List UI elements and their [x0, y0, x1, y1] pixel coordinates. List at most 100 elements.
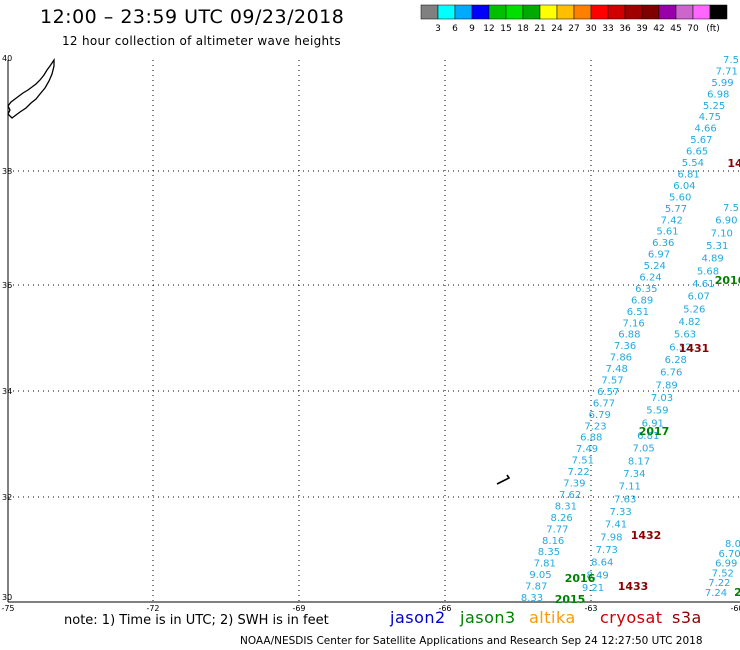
wave-height-value: 7.52: [712, 568, 734, 579]
wave-height-value: 6.57: [597, 387, 619, 398]
wave-height-value: 7.34: [623, 469, 645, 480]
wave-height-value: 7.11: [619, 482, 641, 493]
pass-label: 14: [727, 157, 740, 170]
pass-label: 2: [734, 586, 740, 599]
wave-height-value: 7.03: [651, 393, 673, 404]
longitude-tick-label: -72: [146, 604, 159, 613]
wave-height-value: 7.51: [572, 456, 594, 467]
wave-height-value: 6.81: [637, 431, 659, 442]
wave-height-value: 5.25: [703, 101, 725, 112]
wave-height-value: 7.24: [705, 588, 727, 599]
coastline: [7, 57, 55, 119]
wave-height-value: 7.62: [559, 490, 581, 501]
wave-height-value: 6.35: [635, 284, 657, 295]
wave-height-value: 5.24: [644, 261, 666, 272]
longitude-tick-label: -75: [1, 604, 14, 613]
wave-height-value: 9.05: [529, 570, 551, 581]
wave-height-value: 6.81: [678, 169, 700, 180]
wave-height-value: 6.79: [589, 410, 611, 421]
wave-height-value: 8.16: [542, 536, 564, 547]
wave-height-value: 7.22: [708, 578, 730, 589]
wave-height-value: 5.68: [697, 266, 719, 277]
wave-height-value: 9.21: [582, 583, 604, 594]
wave-height-value: 6.97: [648, 250, 670, 261]
wave-height-value: 7.63: [614, 494, 636, 505]
longitude-tick-label: -63: [584, 604, 597, 613]
credit-line: NOAA/NESDIS Center for Satellite Applica…: [240, 635, 703, 647]
wave-height-value: 6.70: [718, 549, 740, 560]
wave-height-value: 6.51: [627, 307, 649, 318]
legend-tick-label: 30: [585, 24, 597, 34]
wave-height-value: 8.17: [628, 456, 650, 467]
wave-height-value: 7.5: [723, 203, 739, 214]
legend-tick-label: 15: [500, 24, 511, 34]
wave-height-value: 4.66: [694, 124, 716, 135]
latitude-tick-label: 34: [2, 387, 12, 396]
wave-height-value: 7.39: [563, 479, 585, 490]
latitude-tick-label: 40: [2, 54, 12, 63]
wave-height-value: 5.59: [646, 406, 668, 417]
wave-height-value: 8.0: [725, 539, 740, 550]
wave-height-value: 7.57: [601, 376, 623, 387]
legend-unit: (ft): [706, 24, 720, 34]
legend-tick-label: 42: [653, 24, 664, 34]
wave-height-value: 5.63: [674, 330, 696, 341]
mission-name-altika: altika: [529, 608, 576, 627]
wave-height-value: 7.73: [596, 545, 618, 556]
longitude-tick-label: -69: [292, 604, 305, 613]
wave-height-value: 8.26: [551, 513, 573, 524]
wave-height-value: 7.71: [716, 66, 738, 77]
pass-label: 1431: [679, 342, 710, 355]
latitude-tick-label: 30: [2, 593, 12, 602]
wave-height-value: 5.67: [690, 135, 712, 146]
legend-tick-label: 21: [534, 24, 545, 34]
latitude-tick-label: 38: [2, 167, 12, 176]
wave-height-value: 4.82: [678, 317, 700, 328]
wave-height-value: 8.33: [521, 593, 543, 604]
wave-height-value: 6.07: [688, 292, 710, 303]
latitude-tick-label: 36: [2, 281, 12, 290]
longitude-tick-label: -66: [438, 604, 451, 613]
map-subtitle: 12 hour collection of altimeter wave hei…: [62, 34, 341, 48]
wave-height-value: 6.90: [715, 216, 737, 227]
wave-height-value: 6.88: [580, 433, 602, 444]
wave-height-value: 8.31: [555, 501, 577, 512]
wave-height-value: 8.49: [586, 570, 608, 581]
mission-name-cryosat: cryosat: [600, 608, 663, 627]
wave-height-value: 7.48: [606, 364, 628, 375]
mission-name-jason2: jason2: [390, 608, 446, 627]
wave-height-value: 7.42: [661, 215, 683, 226]
wave-height-value: 7.81: [534, 559, 556, 570]
legend-tick-label: 18: [517, 24, 529, 34]
wave-height-value: 5.77: [665, 204, 687, 215]
legend-tick-label: 12: [483, 24, 494, 34]
wave-height-value: 5.99: [711, 78, 733, 89]
wave-height-value: 6.65: [686, 147, 708, 158]
wave-height-value: 7.36: [614, 341, 636, 352]
color-legend: 3 6 9 12 15 18 21 24 27 30 33 36 39 42 45 70 (ft): [420, 4, 728, 34]
legend-tick-label: 27: [568, 24, 579, 34]
wave-height-value: 6.04: [673, 181, 695, 192]
wave-height-value: 6.91: [642, 418, 664, 429]
mission-name-s3a: s3a: [672, 608, 702, 627]
wave-height-value: 6.76: [660, 368, 682, 379]
wave-height-value: 7.86: [610, 353, 632, 364]
wave-height-value: 7.5: [723, 55, 739, 66]
wave-height-value: 7.87: [525, 582, 547, 593]
legend-swatch: [709, 4, 728, 20]
wave-height-value: 5.61: [656, 227, 678, 238]
legend-tick-label: 70: [687, 24, 699, 34]
wave-height-value: 6.24: [639, 272, 661, 283]
wave-height-value: 7.16: [622, 318, 644, 329]
pass-label: 2016: [715, 274, 740, 287]
wave-height-value: 4.89: [701, 254, 723, 265]
wave-height-value: 7.10: [711, 228, 733, 239]
wave-height-value: 5.54: [682, 158, 704, 169]
legend-tick-label: 45: [670, 24, 681, 34]
wave-height-value: 5.26: [683, 304, 705, 315]
wave-height-value: 6.36: [652, 238, 674, 249]
wave-height-value: 7.98: [600, 532, 622, 543]
wave-height-value: 8.64: [591, 558, 613, 569]
wave-height-value: 5.60: [669, 192, 691, 203]
